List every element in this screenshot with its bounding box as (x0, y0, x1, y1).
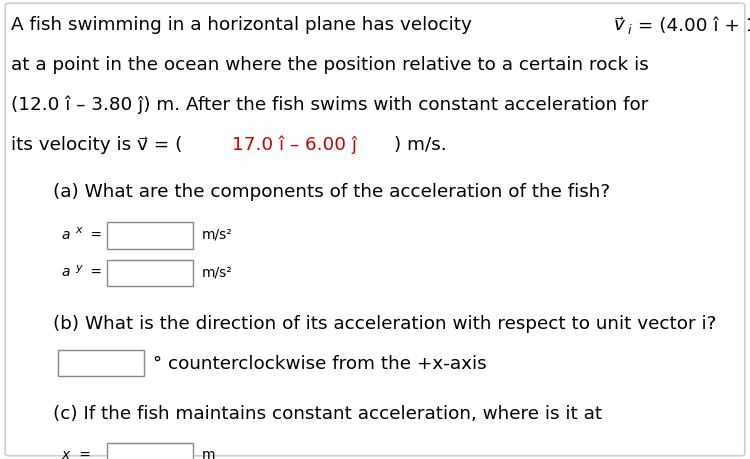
Text: = (4.00 î + 1.00 ĵ) m/s: = (4.00 î + 1.00 ĵ) m/s (632, 16, 750, 34)
FancyBboxPatch shape (58, 350, 144, 376)
Text: =: = (86, 228, 102, 242)
Text: (c) If the fish maintains constant acceleration, where is it at: (c) If the fish maintains constant accel… (53, 405, 608, 423)
Text: x: x (62, 448, 70, 459)
Text: ° counterclockwise from the +x-axis: ° counterclockwise from the +x-axis (153, 355, 487, 373)
Text: ) m/s.: ) m/s. (394, 136, 446, 154)
FancyBboxPatch shape (106, 222, 193, 249)
FancyBboxPatch shape (5, 3, 745, 456)
Text: (a) What are the components of the acceleration of the fish?: (a) What are the components of the accel… (53, 183, 610, 201)
FancyBboxPatch shape (106, 443, 193, 459)
Text: x: x (75, 225, 82, 235)
Text: m/s²: m/s² (202, 228, 232, 242)
Text: at a point in the ocean where the position relative to a certain rock is: at a point in the ocean where the positi… (11, 56, 655, 74)
Text: (12.0 î – 3.80 ĵ) m. After the fish swims with constant acceleration for: (12.0 î – 3.80 ĵ) m. After the fish swim… (11, 96, 655, 114)
Text: a: a (62, 265, 70, 280)
Text: 17.0 î – 6.00 ĵ: 17.0 î – 6.00 ĵ (232, 136, 358, 154)
Text: a: a (62, 228, 70, 242)
Text: (b) What is the direction of its acceleration with respect to unit vector i?: (b) What is the direction of its acceler… (53, 315, 715, 333)
Text: y: y (75, 263, 82, 273)
Text: v⃗: v⃗ (614, 16, 625, 34)
Text: =: = (75, 448, 91, 459)
Text: m/s²: m/s² (202, 265, 232, 280)
Text: A fish swimming in a horizontal plane has velocity: A fish swimming in a horizontal plane ha… (11, 16, 478, 34)
Text: m: m (202, 448, 215, 459)
Text: =: = (86, 265, 102, 280)
FancyBboxPatch shape (106, 260, 193, 286)
Text: its velocity is v⃗ = (: its velocity is v⃗ = ( (11, 136, 183, 154)
Text: i: i (628, 24, 632, 37)
